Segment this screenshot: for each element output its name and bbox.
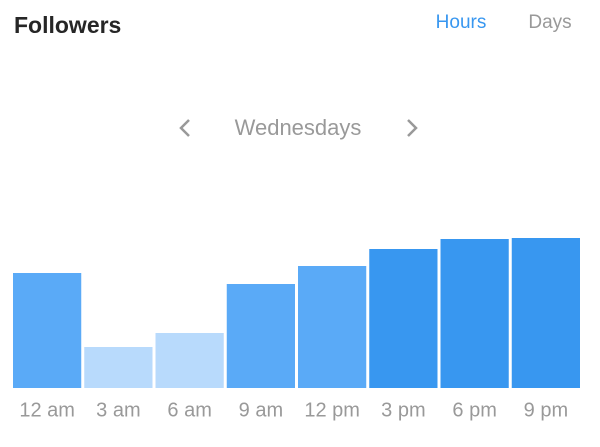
x-tick-label: 3 pm xyxy=(381,399,425,421)
previous-day[interactable] xyxy=(179,119,190,137)
next-day[interactable] xyxy=(407,119,418,137)
bar xyxy=(511,238,580,388)
x-tick-label: 6 am xyxy=(167,399,211,421)
x-tick-label: 12 pm xyxy=(304,399,360,421)
x-tick-label: 3 am xyxy=(96,399,140,421)
bar xyxy=(84,347,153,388)
x-tick-label: 6 pm xyxy=(452,399,496,421)
bar xyxy=(298,266,367,388)
bar xyxy=(13,273,82,388)
x-tick-label: 9 pm xyxy=(524,399,568,421)
x-tick-label: 12 am xyxy=(19,399,75,421)
tab[interactable]: Hours xyxy=(436,12,487,33)
bar xyxy=(155,333,224,388)
x-tick-label: 9 am xyxy=(239,399,283,421)
bar xyxy=(369,249,438,388)
day-selector: Wednesdays xyxy=(235,115,362,140)
bar xyxy=(226,284,295,388)
bar xyxy=(440,239,509,388)
tab[interactable]: Days xyxy=(528,12,571,33)
panel-title: Followers xyxy=(14,12,121,38)
